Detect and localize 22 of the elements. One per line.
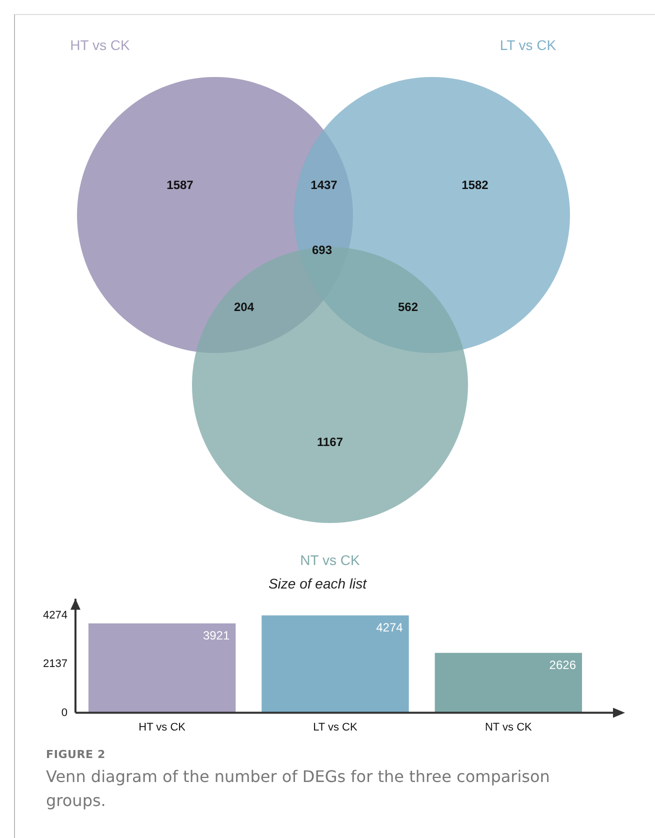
- legend-label: HT vs CK: [70, 37, 130, 53]
- x-tick-label: NT vs CK: [484, 721, 533, 734]
- y-tick-label: 4274: [42, 609, 68, 622]
- legend-label: NT vs CK: [300, 552, 360, 568]
- legend-label: LT vs CK: [500, 37, 556, 53]
- data-label: 2626: [549, 658, 576, 672]
- x-tick-label: HT vs CK: [138, 721, 186, 734]
- text: 1437: [310, 178, 338, 192]
- text: 204: [234, 300, 254, 314]
- y-tick-label: 2137: [42, 658, 68, 670]
- y-tick-label: 0: [61, 706, 68, 719]
- chart-title: Size of each list: [268, 575, 368, 592]
- data-label: 3921: [202, 628, 230, 643]
- text: 693: [312, 243, 332, 257]
- caption: FIGURE 2: [46, 748, 106, 761]
- text: 562: [398, 300, 418, 314]
- text: 1587: [166, 178, 194, 192]
- text: Venn diagram of the number of DEGs for the three comparison groups.: [46, 766, 551, 812]
- text: 1582: [462, 178, 488, 192]
- data-label: 4274: [376, 620, 404, 635]
- text: 1167: [316, 435, 344, 449]
- x-tick-label: LT vs CK: [313, 721, 358, 734]
